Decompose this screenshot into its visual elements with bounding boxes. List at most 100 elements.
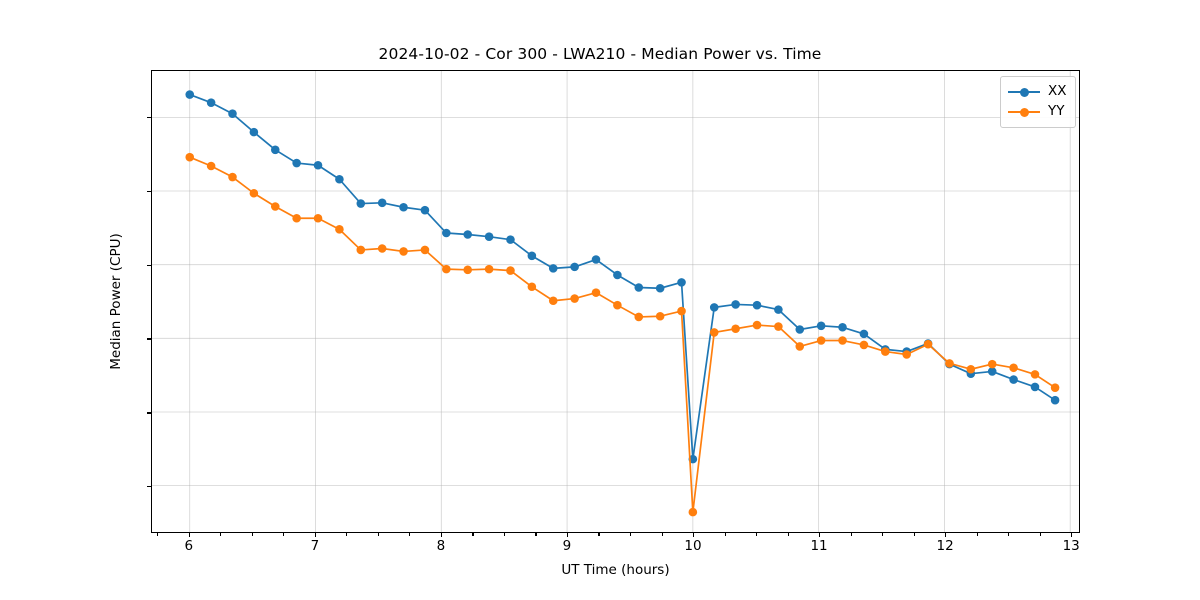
data-point-xx (795, 325, 805, 334)
x-axis-label: UT Time (hours) (561, 562, 670, 578)
data-point-yy (613, 300, 622, 310)
data-point-yy (206, 161, 216, 171)
data-point-yy (655, 311, 665, 321)
legend-marker-xx (1008, 85, 1040, 99)
data-point-yy (484, 264, 494, 274)
x-tick-label: 10 (684, 538, 702, 554)
x-tick-mark-minor (409, 533, 411, 536)
x-tick-mark-minor (756, 533, 758, 536)
chart-legend: XX YY (1000, 76, 1076, 128)
y-tick-mark (147, 486, 151, 488)
data-point-xx (270, 145, 280, 155)
x-tick-mark-minor (346, 533, 348, 536)
data-point-xx (838, 322, 847, 332)
data-point-xx (442, 228, 451, 238)
x-tick-mark-minor (503, 533, 506, 536)
plot-area (151, 70, 1080, 533)
data-point-yy (506, 266, 515, 275)
y-tick-mark (147, 190, 151, 192)
y-tick-mark (147, 116, 151, 118)
data-point-xx (548, 264, 558, 273)
legend-marker-yy (1008, 105, 1040, 119)
x-tick-mark-minor (598, 533, 600, 536)
data-point-yy (966, 364, 976, 374)
data-point-yy (752, 320, 762, 330)
x-tick-mark-minor (251, 533, 253, 536)
data-point-xx (613, 270, 622, 280)
data-point-yy (881, 347, 890, 356)
data-point-yy (570, 294, 579, 303)
data-series-layer (185, 90, 1060, 517)
legend-label-yy: YY (1048, 103, 1065, 120)
data-point-xx (1030, 382, 1040, 392)
data-point-yy (987, 359, 997, 369)
x-tick-mark-minor (157, 533, 159, 536)
legend-item-xx[interactable]: XX (1008, 82, 1067, 102)
x-tick-mark-minor (1008, 533, 1010, 536)
data-point-yy (313, 213, 323, 223)
data-point-xx (249, 127, 259, 137)
data-point-xx (185, 90, 195, 99)
data-point-yy (838, 336, 847, 345)
x-tick-mark-minor (661, 533, 663, 536)
data-point-yy (902, 350, 911, 359)
data-point-xx (570, 262, 579, 272)
data-point-xx (774, 305, 783, 314)
x-tick-label: 7 (310, 538, 320, 554)
x-tick-mark-minor (220, 533, 222, 536)
x-tick-mark (314, 533, 316, 537)
x-tick-mark-minor (976, 533, 978, 536)
x-tick-mark (819, 533, 821, 537)
data-point-xx (356, 199, 366, 208)
legend-label-xx: XX (1048, 83, 1067, 100)
data-point-xx (709, 303, 719, 312)
x-tick-mark-minor (629, 533, 632, 536)
y-axis-label: Median Power (CPU) (108, 233, 124, 370)
data-point-yy (709, 328, 719, 337)
x-tick-label: 8 (436, 538, 446, 554)
data-point-xx (1050, 395, 1060, 405)
x-tick-label: 11 (810, 538, 828, 554)
data-point-yy (677, 306, 686, 316)
x-tick-mark-minor (377, 533, 379, 536)
data-point-yy (527, 282, 537, 292)
x-tick-mark-minor (283, 533, 285, 536)
data-point-xx (463, 230, 472, 239)
data-point-yy (1009, 363, 1018, 373)
data-point-yy (731, 324, 740, 334)
y-tick-mark (147, 264, 151, 266)
x-tick-mark (693, 533, 695, 537)
data-point-yy (185, 152, 195, 162)
chart-title: 2024-10-02 - Cor 300 - LWA210 - Median P… (378, 45, 822, 63)
x-tick-label: 12 (936, 538, 954, 554)
data-point-yy (1050, 383, 1060, 392)
x-tick-mark-minor (850, 533, 852, 536)
x-tick-mark-minor (787, 533, 789, 536)
x-tick-mark-minor (1039, 533, 1041, 536)
data-point-xx (313, 160, 323, 170)
x-tick-mark-minor (724, 533, 726, 536)
data-point-yy (228, 172, 237, 182)
data-point-xx (228, 109, 237, 118)
data-point-yy (795, 342, 805, 351)
data-point-xx (987, 367, 997, 376)
data-point-xx (731, 300, 740, 309)
data-point-xx (752, 300, 762, 310)
x-tick-mark (566, 533, 569, 537)
data-point-xx (206, 98, 216, 107)
data-point-xx (484, 232, 494, 241)
x-tick-mark-minor (882, 533, 884, 536)
data-point-yy (292, 213, 301, 223)
data-point-yy (774, 322, 783, 331)
data-point-yy (1030, 370, 1040, 379)
legend-item-yy[interactable]: YY (1008, 102, 1067, 122)
data-point-xx (591, 255, 601, 264)
x-tick-label: 6 (184, 538, 194, 554)
data-point-xx (527, 251, 537, 261)
data-point-xx (335, 174, 344, 184)
data-point-xx (420, 205, 430, 215)
data-point-yy (399, 247, 408, 256)
data-point-yy (377, 244, 387, 253)
data-point-xx (677, 278, 686, 287)
data-point-yy (923, 339, 933, 349)
